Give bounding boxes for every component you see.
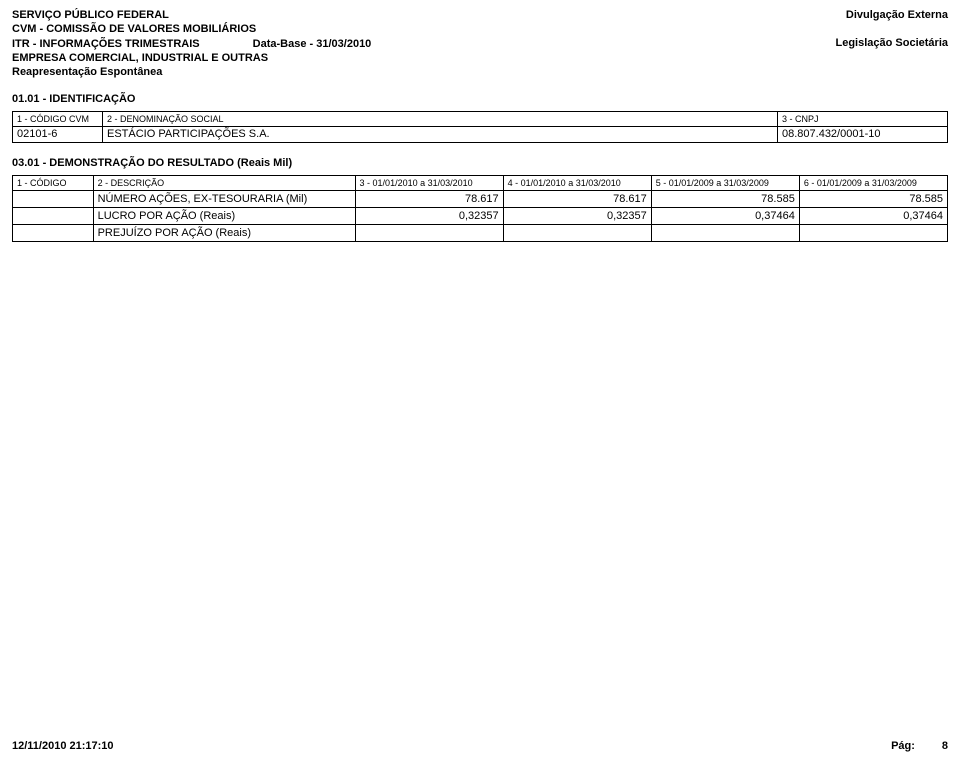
id-col1-label: 1 - CÓDIGO CVM	[13, 112, 103, 127]
footer: 12/11/2010 21:17:10 Pág: 8	[12, 740, 948, 752]
result-col-0: 1 - CÓDIGO	[13, 176, 94, 191]
cell-codigo	[13, 191, 94, 208]
header-line1: SERVIÇO PÚBLICO FEDERAL	[12, 8, 371, 22]
header-line2: CVM - COMISSÃO DE VALORES MOBILIÁRIOS	[12, 22, 371, 36]
cell-v3	[355, 225, 503, 242]
header-line3: ITR - INFORMAÇÕES TRIMESTRAIS Data-Base …	[12, 37, 371, 51]
identification-table: 1 - CÓDIGO CVM 2 - DENOMINAÇÃO SOCIAL 3 …	[12, 111, 948, 143]
footer-page-num: 8	[918, 740, 948, 752]
result-col-2: 3 - 01/01/2010 a 31/03/2010	[355, 176, 503, 191]
cell-v5	[651, 225, 799, 242]
header-line5: Reapresentação Espontânea	[12, 65, 371, 79]
header-line3a: ITR - INFORMAÇÕES TRIMESTRAIS	[12, 38, 200, 50]
id-table-values-row: 02101-6 ESTÁCIO PARTICIPAÇÕES S.A. 08.80…	[13, 127, 948, 143]
footer-timestamp: 12/11/2010 21:17:10	[12, 740, 114, 752]
header-right: Divulgação Externa Legislação Societária	[836, 8, 949, 51]
cell-v5: 78.585	[651, 191, 799, 208]
header-right2: Legislação Societária	[836, 36, 949, 50]
cell-v3: 78.617	[355, 191, 503, 208]
result-header-row: 1 - CÓDIGO 2 - DESCRIÇÃO 3 - 01/01/2010 …	[13, 176, 948, 191]
cell-codigo	[13, 225, 94, 242]
cell-v4	[503, 225, 651, 242]
cell-v6	[799, 225, 947, 242]
id-col2-label: 2 - DENOMINAÇÃO SOCIAL	[103, 112, 778, 127]
result-col-5: 6 - 01/01/2009 a 31/03/2009	[799, 176, 947, 191]
footer-page-label: Pág:	[891, 740, 915, 752]
table-row: LUCRO POR AÇÃO (Reais) 0,32357 0,32357 0…	[13, 208, 948, 225]
id-col2-val: ESTÁCIO PARTICIPAÇÕES S.A.	[103, 127, 778, 143]
header-left: SERVIÇO PÚBLICO FEDERAL CVM - COMISSÃO D…	[12, 8, 371, 79]
result-table: 1 - CÓDIGO 2 - DESCRIÇÃO 3 - 01/01/2010 …	[12, 175, 948, 242]
id-col3-label: 3 - CNPJ	[778, 112, 948, 127]
cell-desc: PREJUÍZO POR AÇÃO (Reais)	[93, 225, 355, 242]
cell-v5: 0,37464	[651, 208, 799, 225]
cell-v4: 0,32357	[503, 208, 651, 225]
footer-page: Pág: 8	[891, 740, 948, 752]
table-row: NÚMERO AÇÕES, EX-TESOURARIA (Mil) 78.617…	[13, 191, 948, 208]
id-table-labels-row: 1 - CÓDIGO CVM 2 - DENOMINAÇÃO SOCIAL 3 …	[13, 112, 948, 127]
page: SERVIÇO PÚBLICO FEDERAL CVM - COMISSÃO D…	[0, 0, 960, 762]
cell-desc: NÚMERO AÇÕES, EX-TESOURARIA (Mil)	[93, 191, 355, 208]
section-result-title: 03.01 - DEMONSTRAÇÃO DO RESULTADO (Reais…	[12, 157, 948, 169]
result-col-4: 5 - 01/01/2009 a 31/03/2009	[651, 176, 799, 191]
header-line3b: Data-Base - 31/03/2010	[253, 38, 372, 50]
cell-v6: 78.585	[799, 191, 947, 208]
cell-v4: 78.617	[503, 191, 651, 208]
header-right1: Divulgação Externa	[836, 8, 949, 22]
result-col-1: 2 - DESCRIÇÃO	[93, 176, 355, 191]
cell-v6: 0,37464	[799, 208, 947, 225]
cell-desc: LUCRO POR AÇÃO (Reais)	[93, 208, 355, 225]
cell-v3: 0,32357	[355, 208, 503, 225]
id-col1-val: 02101-6	[13, 127, 103, 143]
header-line4: EMPRESA COMERCIAL, INDUSTRIAL E OUTRAS	[12, 51, 371, 65]
section-id-title: 01.01 - IDENTIFICAÇÃO	[12, 93, 948, 105]
cell-codigo	[13, 208, 94, 225]
table-row: PREJUÍZO POR AÇÃO (Reais)	[13, 225, 948, 242]
header-row: SERVIÇO PÚBLICO FEDERAL CVM - COMISSÃO D…	[12, 8, 948, 79]
header-right-spacer	[836, 22, 949, 36]
id-col3-val: 08.807.432/0001-10	[778, 127, 948, 143]
result-col-3: 4 - 01/01/2010 a 31/03/2010	[503, 176, 651, 191]
